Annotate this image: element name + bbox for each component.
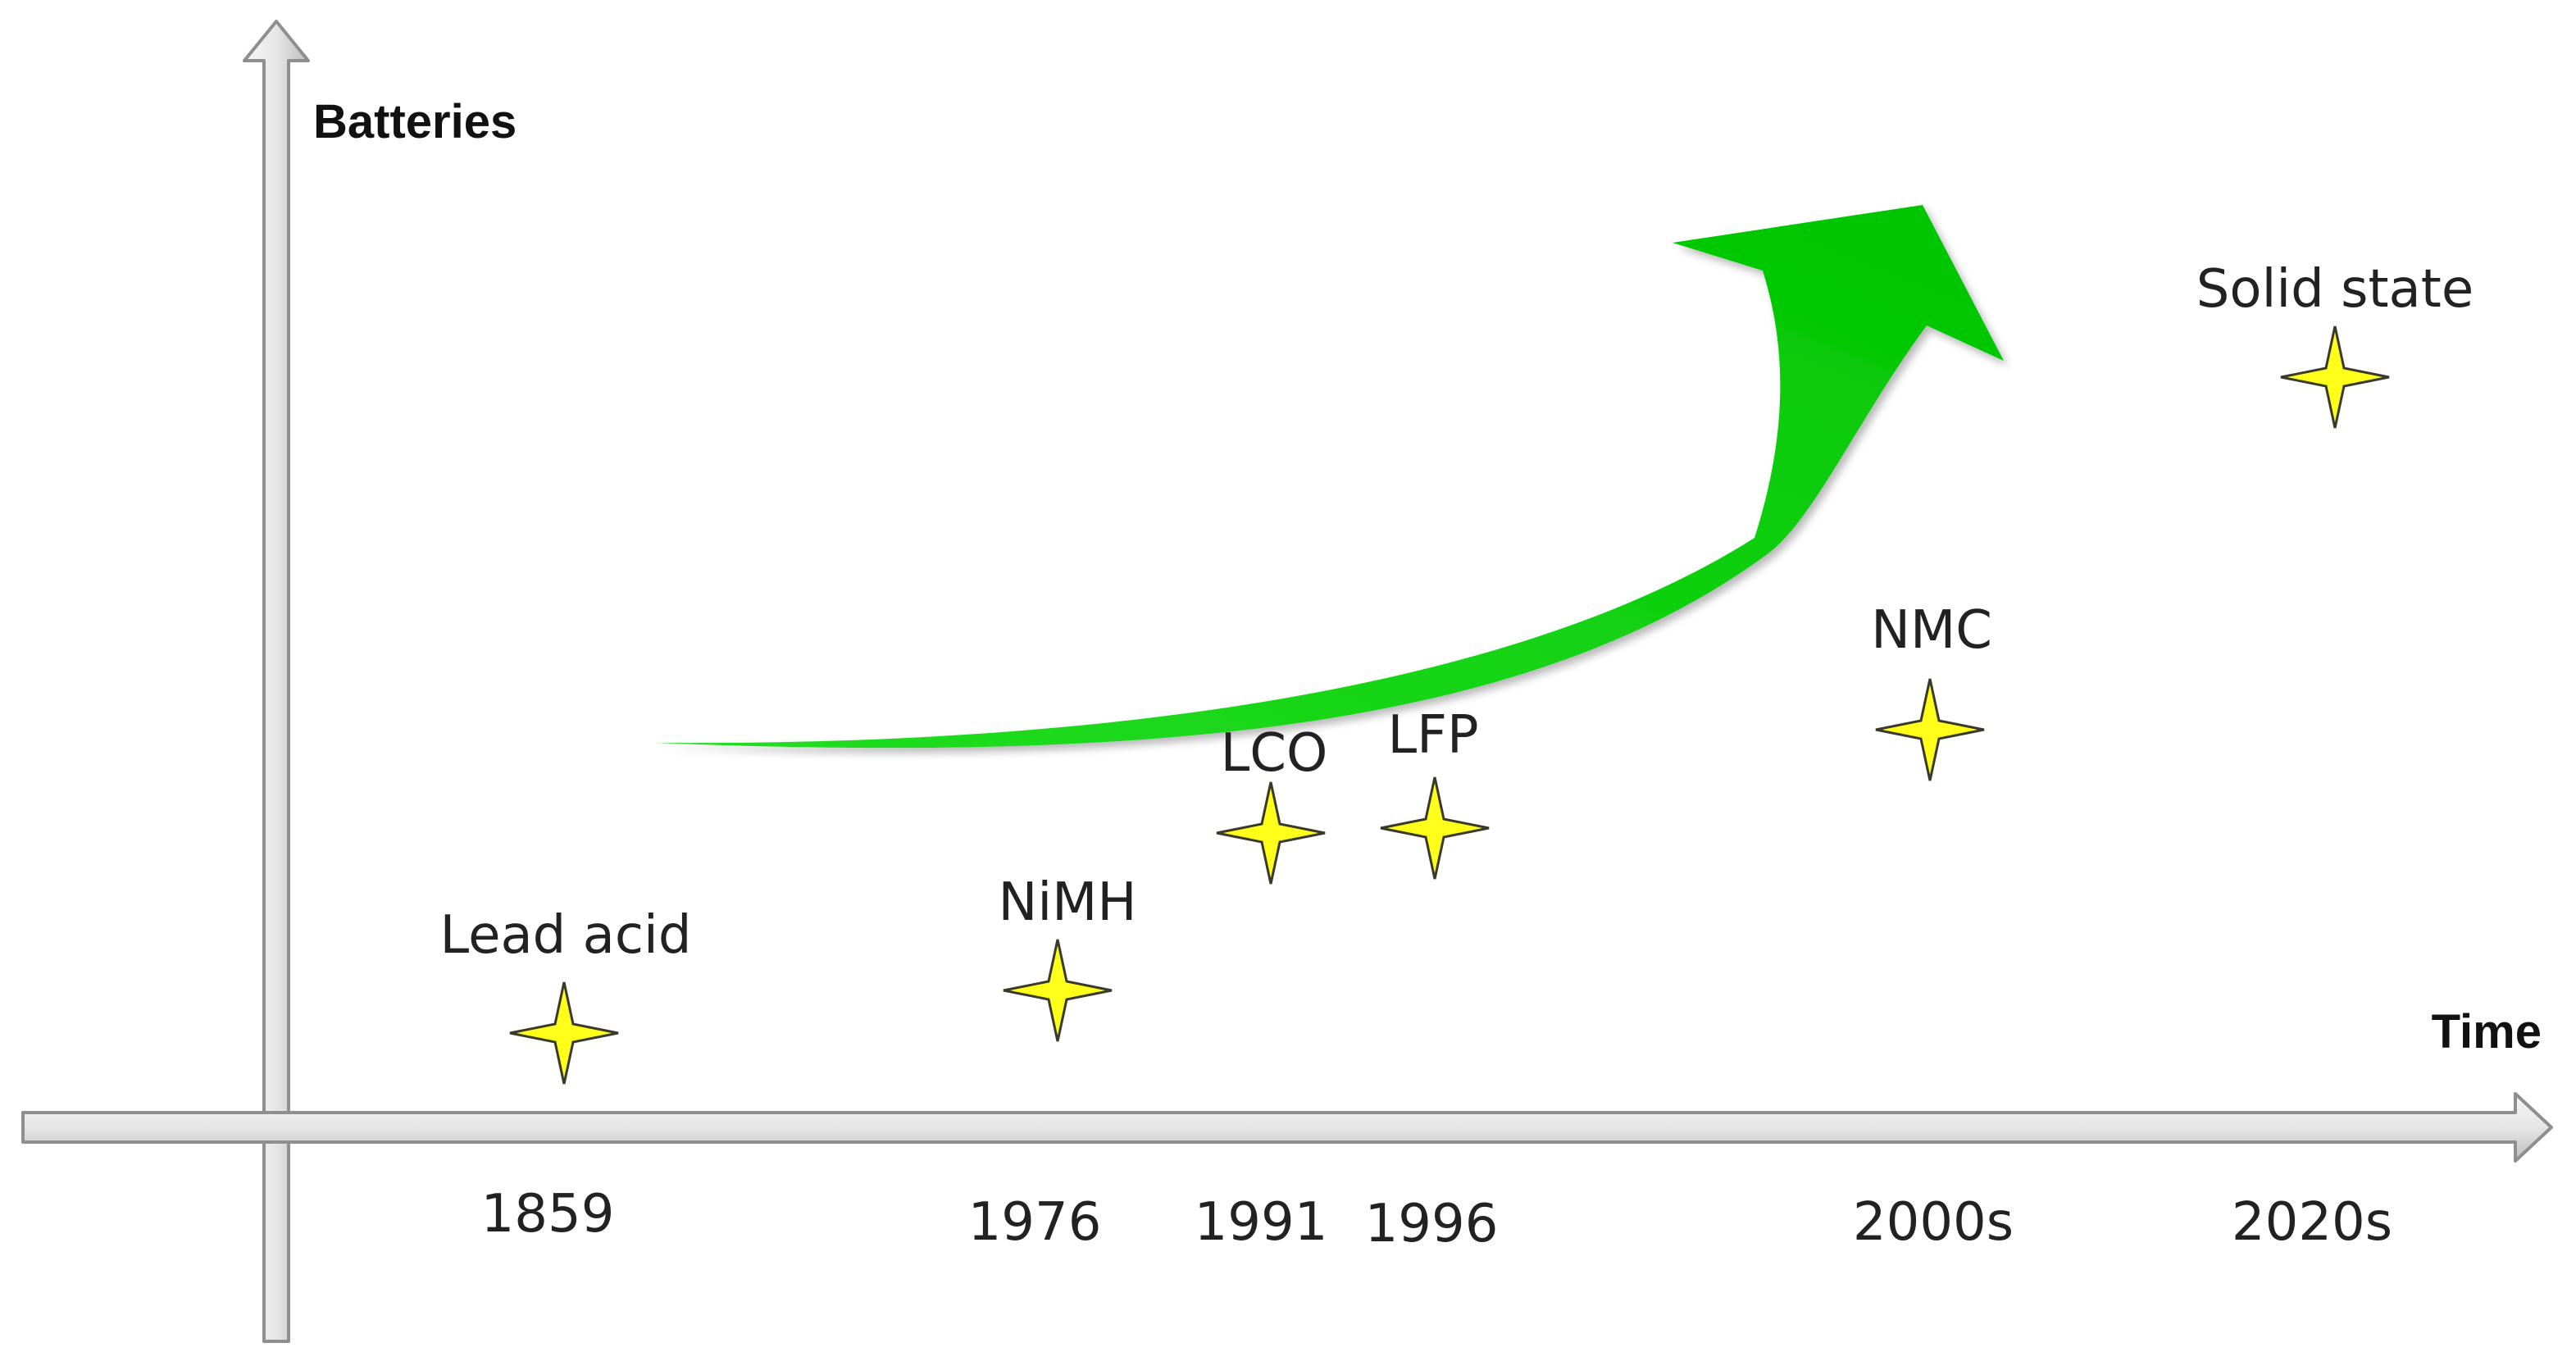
milestone-label: NMC bbox=[1871, 600, 1992, 661]
year-label: 1991 bbox=[1195, 1192, 1328, 1253]
year-label: 1996 bbox=[1365, 1194, 1499, 1254]
y-axis-title: Batteries bbox=[313, 95, 517, 148]
year-label: 1859 bbox=[481, 1184, 615, 1245]
milestone-lco: LCO 1991 bbox=[1195, 723, 1328, 1253]
star-icon bbox=[1875, 678, 1985, 781]
milestone-nmc: NMC 2000s bbox=[1853, 600, 2014, 1253]
year-label: 2000s bbox=[1853, 1192, 2014, 1253]
milestone-label: Lead acid bbox=[440, 905, 692, 966]
milestones: Lead acid 1859 NiMH 1976 LCO 1991 LFP 19… bbox=[440, 259, 2474, 1254]
year-label: 2020s bbox=[2232, 1192, 2392, 1253]
star-icon bbox=[2280, 325, 2390, 429]
milestone-lead-acid: Lead acid 1859 bbox=[440, 905, 692, 1245]
star-icon bbox=[1216, 781, 1326, 885]
milestone-nimh: NiMH 1976 bbox=[968, 872, 1137, 1253]
milestone-lfp: LFP 1996 bbox=[1365, 705, 1499, 1254]
star-icon bbox=[1003, 939, 1113, 1042]
growth-trend-arrow bbox=[656, 205, 2004, 749]
star-icon bbox=[1380, 776, 1490, 880]
milestone-label: NiMH bbox=[999, 872, 1137, 933]
x-axis-arrow bbox=[21, 1092, 2553, 1163]
x-axis-title: Time bbox=[2432, 1005, 2542, 1058]
milestone-label: LCO bbox=[1221, 723, 1328, 784]
milestone-solid-state: Solid state 2020s bbox=[2196, 259, 2474, 1253]
star-icon bbox=[509, 981, 619, 1085]
year-label: 1976 bbox=[968, 1192, 1102, 1253]
milestone-label: LFP bbox=[1387, 705, 1478, 766]
milestone-label: Solid state bbox=[2196, 259, 2474, 320]
